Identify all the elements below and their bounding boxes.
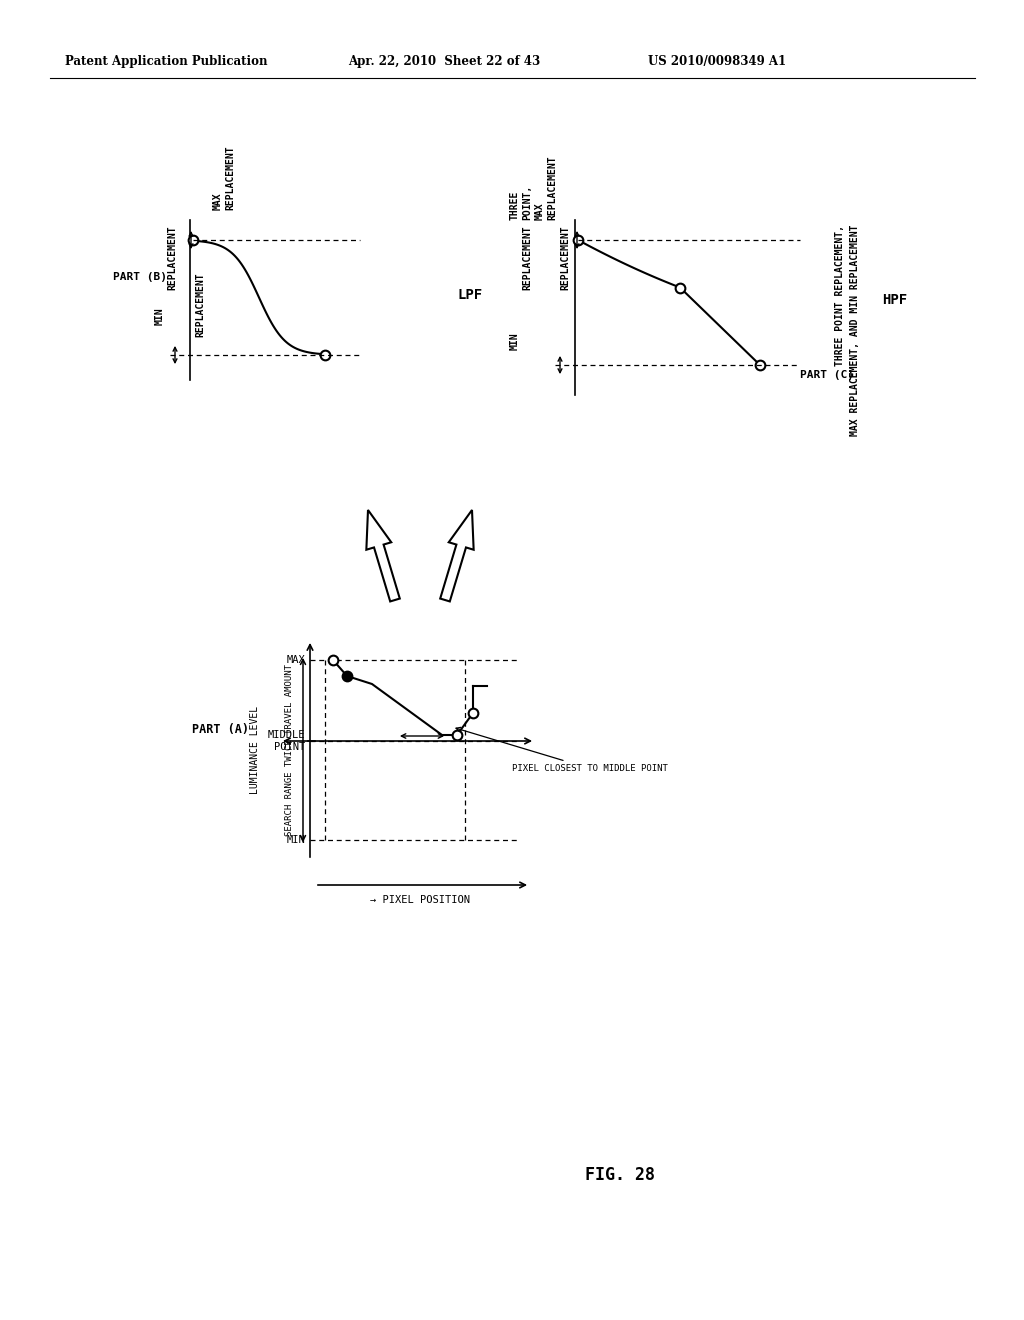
Text: MIN: MIN bbox=[287, 836, 305, 845]
Text: PART (A): PART (A) bbox=[191, 723, 249, 737]
Text: FIG. 28: FIG. 28 bbox=[585, 1166, 655, 1184]
Text: THREE POINT REPLACEMENT,: THREE POINT REPLACEMENT, bbox=[835, 224, 845, 366]
Text: MAX REPLACEMENT, AND MIN REPLACEMENT: MAX REPLACEMENT, AND MIN REPLACEMENT bbox=[850, 224, 860, 437]
Text: MAX: MAX bbox=[213, 193, 223, 210]
Text: PIXEL CLOSEST TO MIDDLE POINT: PIXEL CLOSEST TO MIDDLE POINT bbox=[456, 727, 668, 774]
Text: POINT,: POINT, bbox=[522, 185, 532, 220]
Text: REPLACEMENT: REPLACEMENT bbox=[225, 145, 234, 210]
Text: US 2010/0098349 A1: US 2010/0098349 A1 bbox=[648, 55, 786, 69]
Text: LUMINANCE LEVEL: LUMINANCE LEVEL bbox=[250, 706, 260, 795]
Text: PART (B): PART (B) bbox=[113, 272, 167, 282]
Text: SEARCH RANGE TWICE TRAVEL AMOUNT: SEARCH RANGE TWICE TRAVEL AMOUNT bbox=[286, 664, 295, 836]
Text: PART (C): PART (C) bbox=[800, 370, 854, 380]
Text: → PIXEL POSITION: → PIXEL POSITION bbox=[370, 895, 470, 906]
Text: HPF: HPF bbox=[883, 293, 907, 308]
Text: Apr. 22, 2010  Sheet 22 of 43: Apr. 22, 2010 Sheet 22 of 43 bbox=[348, 55, 541, 69]
Text: THREE: THREE bbox=[510, 190, 520, 220]
Text: Patent Application Publication: Patent Application Publication bbox=[65, 55, 267, 69]
Text: MIN: MIN bbox=[155, 308, 165, 325]
Polygon shape bbox=[367, 510, 399, 602]
Text: REPLACEMENT: REPLACEMENT bbox=[547, 156, 557, 220]
Text: MAX: MAX bbox=[287, 655, 305, 665]
Polygon shape bbox=[440, 510, 474, 602]
Text: LPF: LPF bbox=[458, 288, 482, 302]
Text: MIN: MIN bbox=[510, 333, 520, 350]
Text: REPLACEMENT: REPLACEMENT bbox=[522, 224, 532, 289]
Text: MAX: MAX bbox=[535, 202, 545, 220]
Text: REPLACEMENT: REPLACEMENT bbox=[560, 224, 570, 289]
Text: REPLACEMENT: REPLACEMENT bbox=[195, 273, 205, 338]
Text: REPLACEMENT: REPLACEMENT bbox=[167, 224, 177, 289]
Text: MIDDLE
POINT: MIDDLE POINT bbox=[267, 730, 305, 752]
